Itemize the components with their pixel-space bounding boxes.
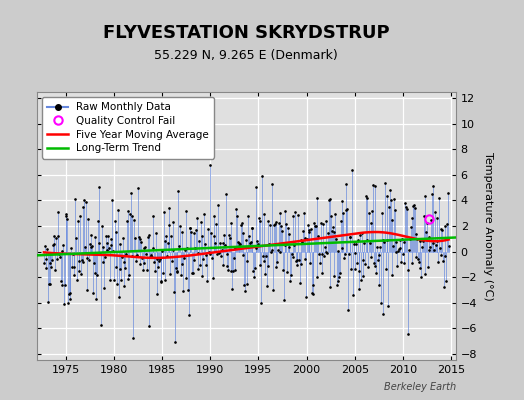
Text: 55.229 N, 9.265 E (Denmark): 55.229 N, 9.265 E (Denmark) — [155, 49, 338, 62]
Y-axis label: Temperature Anomaly (°C): Temperature Anomaly (°C) — [483, 152, 493, 300]
Text: FLYVESTATION SKRYDSTRUP: FLYVESTATION SKRYDSTRUP — [103, 24, 389, 42]
Text: Berkeley Earth: Berkeley Earth — [384, 382, 456, 392]
Legend: Raw Monthly Data, Quality Control Fail, Five Year Moving Average, Long-Term Tren: Raw Monthly Data, Quality Control Fail, … — [42, 97, 214, 158]
